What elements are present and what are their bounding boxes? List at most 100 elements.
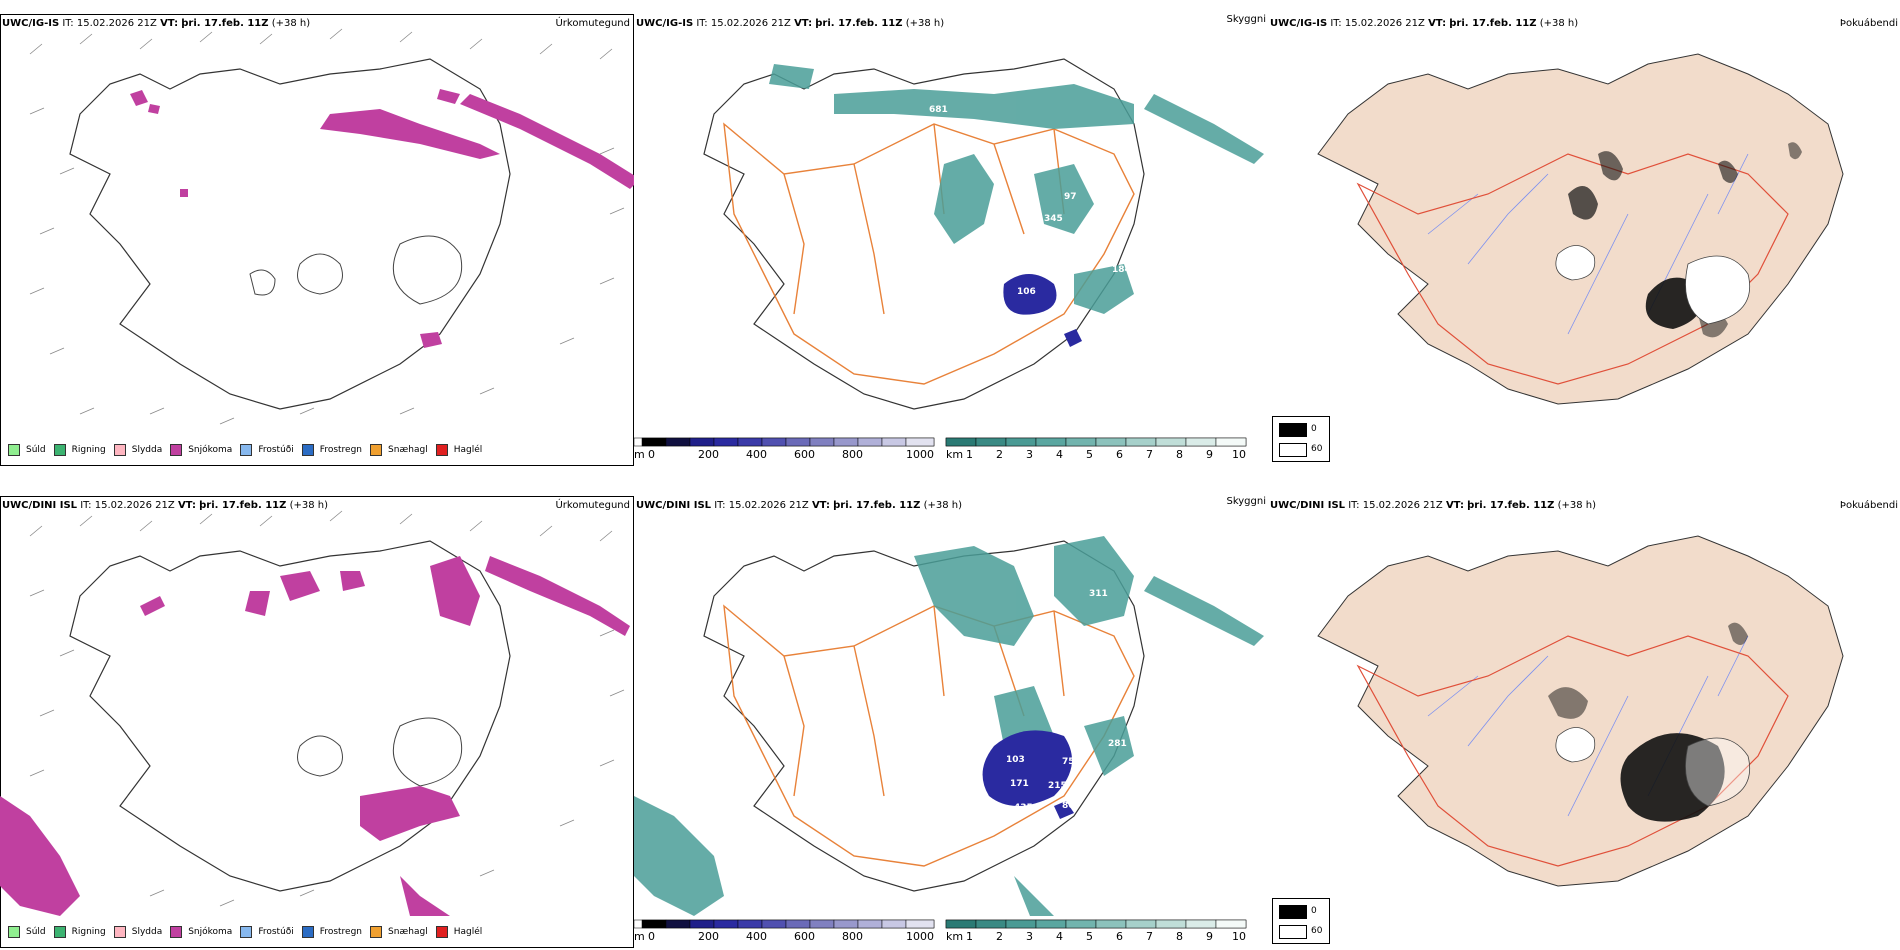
visibility-panel-dini: UWC/DINI ISL IT: 15.02.2026 21Z VT: þri.… <box>634 496 1268 948</box>
colorbars <box>634 919 1247 929</box>
glacier-outlines <box>249 235 463 305</box>
fog-scale-low-swatch <box>1279 443 1307 457</box>
visibility-tick: 5 <box>1086 448 1093 461</box>
visibility-tick: 8 <box>1176 930 1183 943</box>
fog-scale-low: 60 <box>1311 444 1323 454</box>
panel-header: UWC/IG-IS IT: 15.02.2026 21Z VT: þri. 17… <box>1270 18 1579 29</box>
visibility-map: 311 599 125 103 754 171 215 435 86 281 <box>634 536 1264 916</box>
visibility-tick: 5 <box>1086 930 1093 943</box>
legend-item-frostudi: Frostúði <box>240 444 294 456</box>
panel-header: UWC/IG-IS IT: 15.02.2026 21Z VT: þri. 17… <box>636 18 945 29</box>
fog-scale-legend: 0 60 <box>1272 416 1330 462</box>
visibility-tick: 4 <box>1056 448 1063 461</box>
precip-map <box>0 510 630 916</box>
visibility-tick: 10 <box>1232 930 1246 943</box>
fog-panel-dini: UWC/DINI ISL IT: 15.02.2026 21Z VT: þri.… <box>1268 496 1900 948</box>
visibility-value: 754 <box>1062 757 1081 767</box>
visibility-map: 681 316 97 345 32 106 184 64 <box>703 58 1264 410</box>
visibility-tick: 7 <box>1146 930 1153 943</box>
iceland-outline <box>69 58 511 410</box>
visibility-tick: 8 <box>1176 448 1183 461</box>
fog-scale-high: 0 <box>1311 906 1317 916</box>
fog-scale-high-swatch <box>1279 423 1307 437</box>
glacier-outlines <box>297 717 463 787</box>
ceiling-tick: 0 <box>648 448 655 461</box>
legend-item-sudl: Súld <box>8 926 46 938</box>
ceiling-unit: m <box>634 448 645 461</box>
ceiling-tick: 0 <box>648 930 655 943</box>
precip-map <box>29 28 634 425</box>
ceiling-tick: 200 <box>698 930 719 943</box>
visibility-value: 599 <box>1064 669 1083 679</box>
visibility-value: 281 <box>1108 739 1127 749</box>
panel-title: Skyggni <box>1226 14 1266 25</box>
visibility-value: 125 <box>1044 689 1063 699</box>
panel-title: Þokuábendi <box>1839 18 1898 29</box>
panel-title: Þokuábendi <box>1839 500 1898 511</box>
legend-item-snaehagl: Snæhagl <box>370 444 428 456</box>
ceiling-tick: 400 <box>746 930 767 943</box>
panel-header: UWC/IG-IS IT: 15.02.2026 21Z VT: þri. 17… <box>2 18 311 29</box>
ceiling-colorbar <box>634 919 935 929</box>
ceiling-unit: m <box>634 930 645 943</box>
visibility-tick: 1 <box>966 930 973 943</box>
panel-header: UWC/DINI ISL IT: 15.02.2026 21Z VT: þri.… <box>2 500 329 511</box>
legend-item-rigning: Rigning <box>53 444 106 456</box>
fog-map <box>1317 53 1844 405</box>
visibility-tick: 9 <box>1206 930 1213 943</box>
visibility-value: 316 <box>1089 133 1108 143</box>
snow-areas <box>130 89 634 348</box>
visibility-value: 106 <box>1017 287 1036 297</box>
visibility-tick: 4 <box>1056 930 1063 943</box>
fog-panel-igis: UWC/IG-IS IT: 15.02.2026 21Z VT: þri. 17… <box>1268 14 1900 466</box>
precip-legend: Súld Rigning Slydda Snjókoma Frostúði Fr… <box>0 921 482 943</box>
ceiling-tick: 800 <box>842 930 863 943</box>
ceiling-tick: 1000 <box>906 930 934 943</box>
panel-title: Úrkomutegund <box>555 500 630 511</box>
legend-item-slydda: Slydda <box>113 444 162 456</box>
fog-scale-high: 0 <box>1311 424 1317 434</box>
ceiling-tick: 600 <box>794 930 815 943</box>
visibility-tick: 9 <box>1206 448 1213 461</box>
ceiling-tick: 1000 <box>906 448 934 461</box>
visibility-tick: 6 <box>1116 448 1123 461</box>
legend-item-haglel: Haglél <box>435 444 482 456</box>
visibility-tick: 2 <box>996 930 1003 943</box>
road-network <box>1356 153 1789 385</box>
low-visibility-areas <box>769 64 1264 314</box>
ceiling-tick: 200 <box>698 448 719 461</box>
precip-type-panel-igis: UWC/IG-IS IT: 15.02.2026 21Z VT: þri. 17… <box>0 14 634 466</box>
low-ceiling-areas <box>1003 274 1082 347</box>
visibility-value: 311 <box>1089 589 1108 599</box>
ceiling-tick: 400 <box>746 448 767 461</box>
visibility-value: 345 <box>1044 214 1063 224</box>
fog-scale-high-swatch <box>1279 905 1307 919</box>
legend-item-snjokoma: Snjókoma <box>170 926 232 938</box>
visibility-unit: km <box>946 930 964 943</box>
rivers <box>1427 153 1749 335</box>
legend-item-frostregn: Frostregn <box>301 444 362 456</box>
low-ceiling-areas <box>982 730 1074 819</box>
road-network <box>723 122 1135 385</box>
panel-title: Úrkomutegund <box>555 18 630 29</box>
legend-item-haglel: Haglél <box>435 926 482 938</box>
wind-barbs <box>29 510 625 907</box>
legend-item-frostregn: Frostregn <box>301 926 362 938</box>
fog-scale-legend: 0 60 <box>1272 898 1330 944</box>
fog-scale-low: 60 <box>1311 926 1323 936</box>
precip-type-panel-dini: UWC/DINI ISL IT: 15.02.2026 21Z VT: þri.… <box>0 496 634 948</box>
iceland-landmass <box>1317 53 1844 405</box>
ceiling-tick: 800 <box>842 448 863 461</box>
visibility-value: 103 <box>1006 755 1025 765</box>
panel-header: UWC/DINI ISL IT: 15.02.2026 21Z VT: þri.… <box>1270 500 1597 511</box>
visibility-value: 215 <box>1048 781 1067 791</box>
visibility-value: 681 <box>929 105 948 115</box>
visibility-tick: 2 <box>996 448 1003 461</box>
visibility-tick: 6 <box>1116 930 1123 943</box>
visibility-tick: 3 <box>1026 930 1033 943</box>
wind-barbs <box>29 28 625 425</box>
glacier-outlines <box>1555 245 1750 325</box>
visibility-value: 86 <box>1062 801 1075 811</box>
fog-scale-low-swatch <box>1279 925 1307 939</box>
visibility-value: 184 <box>1112 265 1131 275</box>
